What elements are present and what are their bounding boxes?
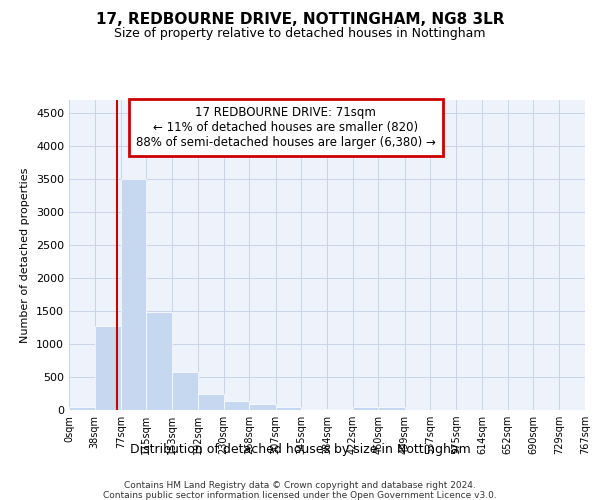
Text: Size of property relative to detached houses in Nottingham: Size of property relative to detached ho… bbox=[114, 28, 486, 40]
Bar bbox=[69, 408, 95, 410]
Bar bbox=[172, 372, 198, 410]
Text: Contains public sector information licensed under the Open Government Licence v3: Contains public sector information licen… bbox=[103, 491, 497, 500]
Bar bbox=[301, 408, 328, 410]
Y-axis label: Number of detached properties: Number of detached properties bbox=[20, 168, 31, 342]
Bar bbox=[275, 408, 301, 410]
Bar bbox=[249, 404, 275, 410]
Text: 17, REDBOURNE DRIVE, NOTTINGHAM, NG8 3LR: 17, REDBOURNE DRIVE, NOTTINGHAM, NG8 3LR bbox=[96, 12, 504, 28]
Bar bbox=[379, 406, 405, 410]
Bar bbox=[146, 312, 172, 410]
Bar bbox=[224, 401, 249, 410]
Bar bbox=[121, 179, 146, 410]
Bar bbox=[95, 326, 121, 410]
Text: Distribution of detached houses by size in Nottingham: Distribution of detached houses by size … bbox=[130, 442, 470, 456]
Bar bbox=[353, 406, 379, 410]
Text: Contains HM Land Registry data © Crown copyright and database right 2024.: Contains HM Land Registry data © Crown c… bbox=[124, 481, 476, 490]
Text: 17 REDBOURNE DRIVE: 71sqm
← 11% of detached houses are smaller (820)
88% of semi: 17 REDBOURNE DRIVE: 71sqm ← 11% of detac… bbox=[136, 106, 436, 149]
Bar bbox=[198, 394, 224, 410]
